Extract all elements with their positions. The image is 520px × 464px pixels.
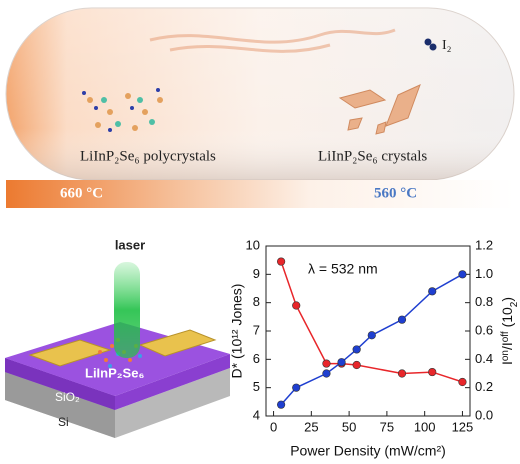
y2-tick-label: 0.8: [475, 294, 493, 309]
data-point: [292, 301, 301, 310]
x-tick-label: 125: [452, 419, 474, 434]
y2-axis-title-part: I: [499, 361, 515, 365]
data-point: [428, 367, 437, 377]
x-tick-label: 0: [270, 419, 277, 434]
y2-axis-title-part: (10: [499, 307, 515, 331]
y-axis-title: D* (10¹² Jones): [229, 284, 245, 379]
x-tick-label: 25: [304, 419, 318, 434]
device: [5, 262, 230, 438]
y2-tick-label: 0.4: [475, 351, 493, 366]
data-point: [277, 400, 286, 409]
y-tick-label: 9: [253, 266, 260, 281]
material-label: LiInP₂Se₆: [85, 365, 144, 380]
y2-axis-title-part: on: [500, 350, 511, 361]
y-tick-label: 6: [253, 351, 260, 366]
y2-axis-title: Ion​/Ioff​ (102​): [499, 297, 520, 365]
i2-molecule: [424, 38, 437, 51]
y-tick-label: 5: [253, 379, 260, 394]
i2-label: I₂: [442, 38, 452, 53]
y-tick-label: 10: [246, 237, 260, 252]
y-tick-label: 4: [253, 407, 260, 422]
data-point: [428, 287, 437, 296]
data-point: [367, 331, 376, 340]
data-point: [458, 377, 467, 387]
oxide-label: SiO₂: [55, 390, 80, 404]
temperature-band: [6, 180, 514, 208]
x-axis-title: Power Density (mW/cm²): [290, 443, 446, 459]
polycrystals-label: LiInP₂Se₆ polycrystals: [80, 148, 216, 164]
y2-axis-title-part: off: [500, 331, 511, 342]
annotation: λ = 532 nm: [308, 261, 378, 277]
y2-tick-label: 0.0: [475, 407, 493, 422]
x-tick-label: 50: [342, 419, 356, 434]
tube-shade: [6, 8, 514, 180]
substrate-label: Si: [58, 415, 69, 429]
y2-tick-label: 1.2: [475, 237, 493, 252]
y2-tick-label: 0.2: [475, 379, 493, 394]
data-point: [337, 358, 346, 367]
crystals-label: LiInP₂Se₆ crystals: [318, 148, 427, 164]
vapor: [149, 28, 396, 53]
y2-axis-title-part: 2: [509, 301, 520, 307]
y-tick-label: 7: [253, 322, 260, 337]
data-point: [397, 369, 407, 378]
polycrystals: [82, 88, 163, 132]
data-point: [322, 359, 331, 368]
y2-tick-label: 1.0: [475, 266, 493, 281]
data-point: [458, 270, 467, 279]
y-tick-label: 8: [253, 294, 260, 309]
data-point: [397, 315, 407, 324]
cold-zone-label: 560 °C: [374, 185, 417, 201]
x-tick-label: 100: [414, 419, 436, 434]
data-point: [352, 345, 361, 354]
laser-label: laser: [115, 237, 145, 252]
x-tick-label: 75: [380, 419, 394, 434]
y2-axis-title-part: /I: [499, 342, 515, 350]
data-point: [292, 383, 301, 392]
y2-axis-title-part: ): [499, 297, 515, 302]
data-point: [277, 257, 286, 266]
hot-zone-label: 660 °C: [60, 185, 103, 201]
series-line: [280, 261, 463, 383]
y2-tick-label: 0.6: [475, 322, 493, 337]
data-point: [322, 369, 331, 378]
chart: λ = 532 nm Power Density (mW/cm²) D* (10…: [229, 245, 520, 459]
crystals: [338, 84, 421, 135]
data-point: [352, 360, 361, 370]
